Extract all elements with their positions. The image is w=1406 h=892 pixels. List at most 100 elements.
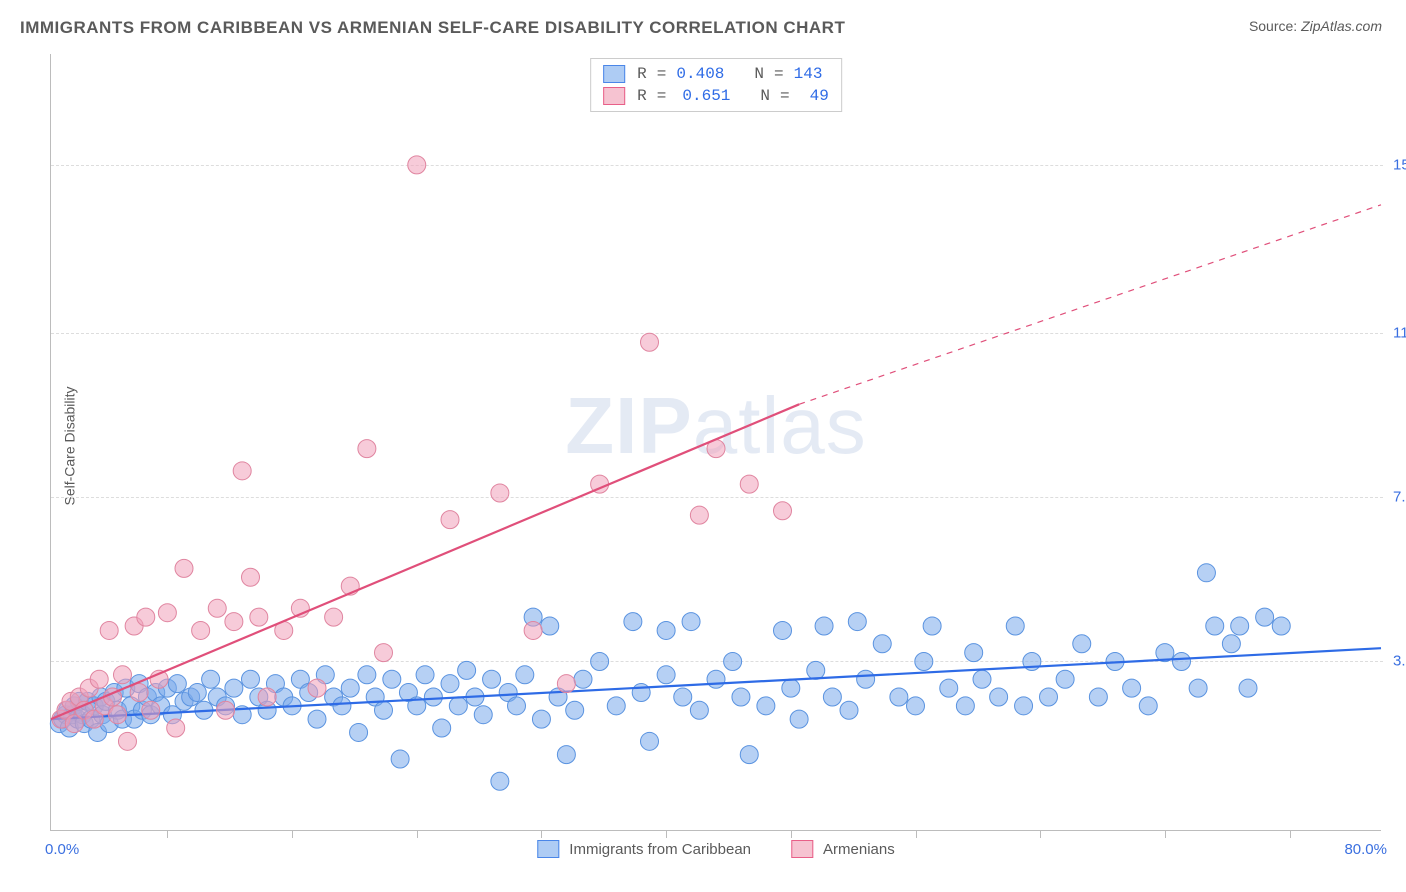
x-axis-min-label: 0.0% bbox=[45, 841, 79, 858]
n-label: N bbox=[760, 85, 770, 107]
data-point bbox=[657, 666, 675, 684]
data-point bbox=[724, 652, 742, 670]
data-point bbox=[118, 732, 136, 750]
data-point bbox=[483, 670, 501, 688]
y-tick-label: 7.5% bbox=[1385, 489, 1406, 506]
data-point bbox=[782, 679, 800, 697]
data-point bbox=[732, 688, 750, 706]
data-point bbox=[158, 604, 176, 622]
data-point bbox=[707, 670, 725, 688]
data-point bbox=[192, 621, 210, 639]
data-point bbox=[208, 599, 226, 617]
chart-title: IMMIGRANTS FROM CARIBBEAN VS ARMENIAN SE… bbox=[20, 18, 845, 38]
data-point bbox=[807, 661, 825, 679]
x-tick bbox=[1290, 830, 1291, 838]
data-point bbox=[333, 697, 351, 715]
swatch-icon bbox=[537, 840, 559, 858]
data-point bbox=[532, 710, 550, 728]
data-point bbox=[740, 475, 758, 493]
data-point bbox=[508, 697, 526, 715]
data-point bbox=[1272, 617, 1290, 635]
r-label: R bbox=[637, 85, 647, 107]
data-point bbox=[250, 608, 268, 626]
data-point bbox=[109, 706, 127, 724]
data-point bbox=[242, 568, 260, 586]
data-point bbox=[674, 688, 692, 706]
data-point bbox=[940, 679, 958, 697]
data-point bbox=[167, 719, 185, 737]
data-point bbox=[857, 670, 875, 688]
data-point bbox=[1006, 617, 1024, 635]
data-point bbox=[915, 652, 933, 670]
x-axis-max-label: 80.0% bbox=[1344, 841, 1387, 858]
swatch-icon bbox=[603, 87, 625, 105]
y-tick-label: 15.0% bbox=[1385, 156, 1406, 173]
n-label: N bbox=[754, 63, 764, 85]
data-point bbox=[137, 608, 155, 626]
x-tick bbox=[1040, 830, 1041, 838]
series-legend: Immigrants from Caribbean Armenians bbox=[537, 840, 894, 858]
data-point bbox=[1256, 608, 1274, 626]
data-point bbox=[956, 697, 974, 715]
data-point bbox=[100, 621, 118, 639]
data-point bbox=[325, 608, 343, 626]
legend-item-caribbean: Immigrants from Caribbean bbox=[537, 840, 751, 858]
x-tick bbox=[292, 830, 293, 838]
data-point bbox=[1222, 635, 1240, 653]
data-point bbox=[258, 688, 276, 706]
data-point bbox=[188, 684, 206, 702]
data-point bbox=[790, 710, 808, 728]
x-tick bbox=[417, 830, 418, 838]
data-point bbox=[130, 684, 148, 702]
data-point bbox=[1239, 679, 1257, 697]
data-point bbox=[375, 644, 393, 662]
data-point bbox=[449, 697, 467, 715]
data-point bbox=[416, 666, 434, 684]
swatch-icon bbox=[791, 840, 813, 858]
data-point bbox=[923, 617, 941, 635]
data-point bbox=[823, 688, 841, 706]
legend-row-armenians: R = 0.651 N = 49 bbox=[603, 85, 829, 107]
data-point bbox=[375, 701, 393, 719]
data-point bbox=[242, 670, 260, 688]
data-point bbox=[225, 679, 243, 697]
data-point bbox=[441, 675, 459, 693]
data-point bbox=[566, 701, 584, 719]
data-point bbox=[641, 333, 659, 351]
y-tick-label: 3.8% bbox=[1385, 653, 1406, 670]
data-point bbox=[1040, 688, 1058, 706]
r-value: 0.408 bbox=[676, 63, 724, 85]
data-point bbox=[358, 440, 376, 458]
data-point bbox=[873, 635, 891, 653]
trend-line-dashed bbox=[799, 205, 1381, 405]
data-point bbox=[1073, 635, 1091, 653]
data-point bbox=[408, 156, 426, 174]
correlation-legend: R = 0.408 N = 143 R = 0.651 N = 49 bbox=[590, 58, 842, 112]
data-point bbox=[516, 666, 534, 684]
data-point bbox=[740, 746, 758, 764]
data-point bbox=[341, 679, 359, 697]
data-point bbox=[1139, 697, 1157, 715]
data-point bbox=[175, 559, 193, 577]
source-name: ZipAtlas.com bbox=[1301, 18, 1382, 34]
y-tick-label: 11.2% bbox=[1385, 325, 1406, 342]
legend-row-caribbean: R = 0.408 N = 143 bbox=[603, 63, 829, 85]
data-point bbox=[890, 688, 908, 706]
x-tick bbox=[791, 830, 792, 838]
plot-area: ZIPatlas R = 0.408 N = 143 R = 0.651 N =… bbox=[50, 54, 1381, 831]
data-point bbox=[524, 621, 542, 639]
x-tick bbox=[541, 830, 542, 838]
data-point bbox=[1231, 617, 1249, 635]
data-point bbox=[383, 670, 401, 688]
data-point bbox=[973, 670, 991, 688]
data-point bbox=[433, 719, 451, 737]
x-tick bbox=[1165, 830, 1166, 838]
source-label: Source: bbox=[1249, 18, 1297, 34]
data-point bbox=[1056, 670, 1074, 688]
data-point bbox=[774, 502, 792, 520]
data-point bbox=[202, 670, 220, 688]
data-point bbox=[907, 697, 925, 715]
data-point bbox=[965, 644, 983, 662]
legend-label: Armenians bbox=[823, 841, 895, 858]
data-point bbox=[840, 701, 858, 719]
